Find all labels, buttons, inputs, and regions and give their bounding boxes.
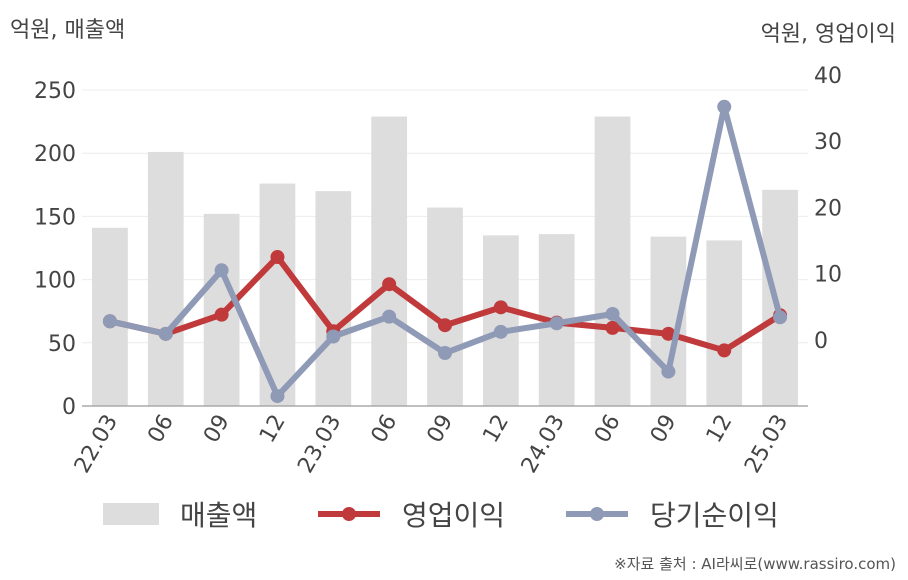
x-tick-label: 06 xyxy=(590,411,626,448)
point-net-1 xyxy=(158,326,173,341)
point-net-10 xyxy=(661,364,676,379)
x-axis: 22.03 06 09 12 23.03 06 09 12 24.03 06 09 12 25.03 xyxy=(70,411,793,478)
bar-12 xyxy=(706,240,743,406)
profit-lines xyxy=(102,99,788,404)
point-operating-2 xyxy=(214,307,229,322)
x-tick-label: 12 xyxy=(478,411,514,448)
x-tick-label: 24.03 xyxy=(517,411,570,478)
right-tick-label: 40 xyxy=(814,64,842,89)
point-net-6 xyxy=(438,346,452,361)
legend-label-operating: 영업이익 xyxy=(402,499,505,532)
left-tick-label: 0 xyxy=(62,395,76,420)
x-tick-label: 12 xyxy=(255,411,291,448)
point-operating-7 xyxy=(493,300,508,315)
right-tick-label: 10 xyxy=(814,263,842,288)
legend: 매출액 영업이익 당기순이익 xyxy=(103,499,779,532)
legend-label-revenue: 매출액 xyxy=(180,499,257,532)
point-net-3 xyxy=(270,389,285,404)
x-tick-label: 09 xyxy=(423,411,459,448)
left-tick-label: 200 xyxy=(34,142,76,167)
legend-marker-operating xyxy=(342,507,356,521)
bar-06 xyxy=(371,116,408,406)
right-tick-label: 30 xyxy=(814,130,842,155)
left-tick-label: 100 xyxy=(34,269,76,294)
point-operating-6 xyxy=(438,318,452,333)
point-operating-3 xyxy=(270,250,285,265)
bar-09 xyxy=(427,207,463,406)
bar-06 xyxy=(594,116,631,406)
left-axis-unit: 억원, 매출액 xyxy=(10,18,126,43)
right-tick-label: 20 xyxy=(814,196,842,221)
point-operating-5 xyxy=(382,277,397,292)
right-axis-unit: 억원, 영업이익 xyxy=(760,22,896,47)
point-net-11 xyxy=(717,99,732,114)
point-net-2 xyxy=(214,263,229,278)
point-net-12 xyxy=(773,310,788,325)
left-y-axis: 0 50 100 150 200 250 xyxy=(34,79,76,420)
point-net-9 xyxy=(605,306,620,321)
legend-label-net: 당기순이익 xyxy=(650,499,779,532)
x-tick-label: 06 xyxy=(143,411,179,448)
x-tick-label: 25.03 xyxy=(740,411,793,478)
legend-swatch-revenue xyxy=(103,503,159,525)
bar-23.03 xyxy=(315,191,352,406)
bar-06 xyxy=(147,151,184,406)
left-tick-label: 50 xyxy=(48,332,76,357)
x-tick-label: 09 xyxy=(199,411,235,448)
x-tick-label: 09 xyxy=(646,411,682,448)
point-net-5 xyxy=(382,309,397,324)
right-tick-label: 0 xyxy=(814,329,828,354)
x-tick-label: 06 xyxy=(367,411,403,448)
point-net-0 xyxy=(102,314,117,329)
left-tick-label: 150 xyxy=(34,205,76,230)
point-operating-11 xyxy=(717,343,732,358)
x-tick-label: 12 xyxy=(702,411,738,448)
point-net-7 xyxy=(493,324,508,339)
source-note: ※자료 출처 : AI라씨로(www.rassiro.com) xyxy=(614,555,896,573)
point-operating-9 xyxy=(605,320,620,335)
bar-25.03 xyxy=(762,189,798,406)
right-y-axis: 0 10 20 30 40 xyxy=(814,64,842,354)
bar-12 xyxy=(482,235,519,406)
x-tick-label: 22.03 xyxy=(70,411,123,478)
point-net-8 xyxy=(549,316,564,331)
point-net-4 xyxy=(326,329,341,344)
point-operating-10 xyxy=(661,326,676,341)
legend-marker-net xyxy=(590,507,604,521)
x-tick-label: 23.03 xyxy=(293,411,346,478)
left-tick-label: 250 xyxy=(34,79,76,104)
